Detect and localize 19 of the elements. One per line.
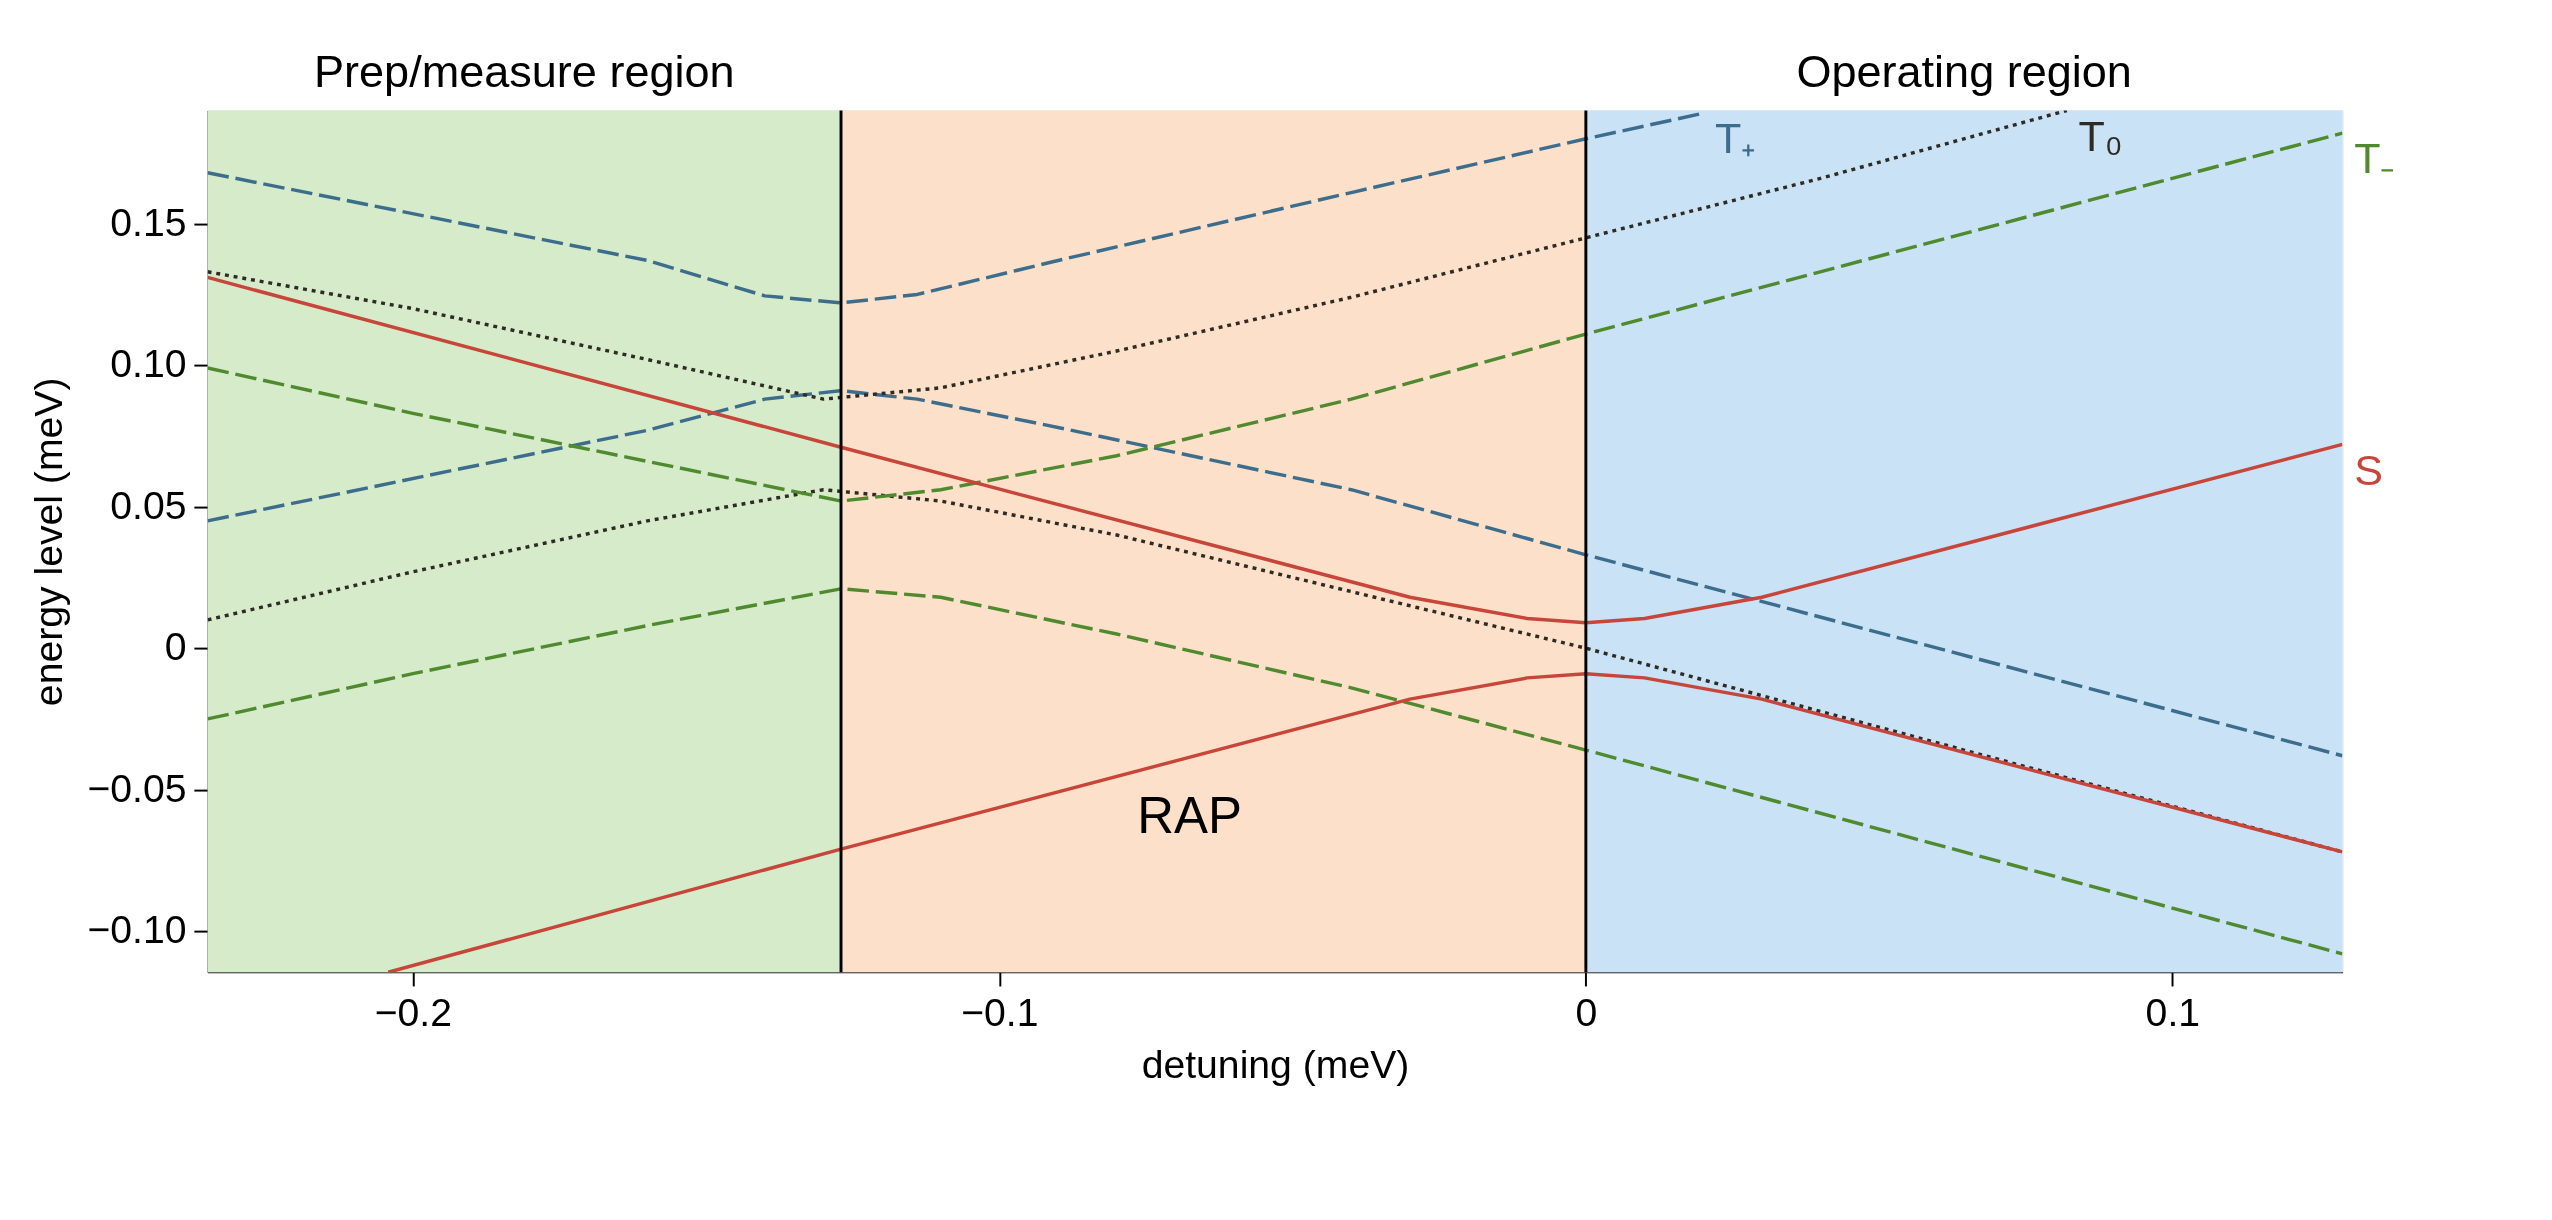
band-label: Prep/measure region (314, 45, 735, 97)
x-tick-label: 0.1 (2145, 990, 2201, 1034)
y-tick-label: 0.15 (110, 200, 187, 244)
y-tick-label: 0.10 (110, 342, 187, 386)
x-tick-label: 0 (1575, 990, 1598, 1034)
y-axis-title: energy level (meV) (26, 377, 70, 707)
x-axis-title: detuning (meV) (1141, 1043, 1410, 1087)
y-tick-label: −0.10 (87, 908, 187, 952)
x-tick-label: −0.1 (961, 990, 1039, 1034)
y-tick-label: 0.05 (110, 483, 187, 527)
series-label: T₋ (2354, 134, 2396, 183)
series-label: T₊ (1714, 114, 1757, 163)
y-tick-label: 0 (164, 625, 187, 669)
x-tick-label: −0.2 (374, 990, 453, 1034)
band-label: Operating region (1796, 45, 2132, 97)
y-tick-label: −0.05 (87, 766, 187, 810)
annotation: RAP (1137, 786, 1242, 844)
series-label: S (2354, 445, 2383, 494)
series-label: T₀ (2078, 111, 2123, 160)
